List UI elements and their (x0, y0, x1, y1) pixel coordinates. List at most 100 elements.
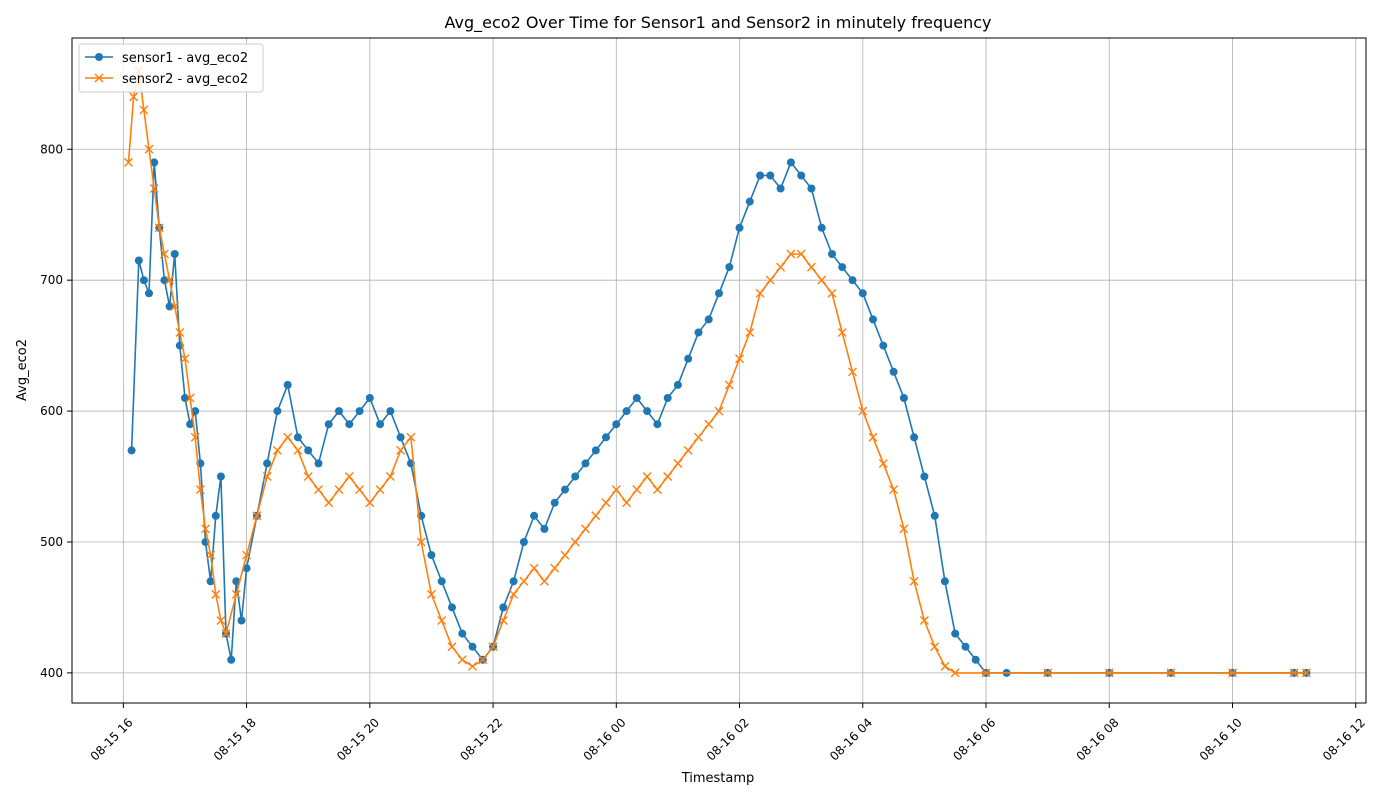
data-point (458, 629, 467, 638)
data-point (858, 289, 867, 298)
data-point (303, 472, 313, 482)
series-2 (123, 66, 1311, 678)
data-point (612, 420, 621, 429)
x-tick-label: 08-15 16 (88, 715, 136, 763)
data-point (940, 661, 950, 671)
data-point (663, 394, 672, 402)
data-point (376, 420, 385, 429)
data-point (448, 603, 456, 612)
data-point (195, 485, 205, 495)
data-point (539, 576, 549, 586)
data-point (416, 537, 426, 547)
data-point (201, 524, 211, 534)
data-point (139, 105, 149, 115)
data-point (663, 472, 673, 482)
series-line (127, 70, 1307, 674)
y-tick-label: 600 (40, 404, 63, 418)
data-point (899, 524, 909, 534)
data-point (540, 524, 549, 533)
data-point (550, 563, 560, 573)
data-point (1104, 668, 1114, 678)
data-point (971, 655, 980, 664)
series-1 (127, 158, 1311, 677)
x-tick-label: 08-16 04 (827, 715, 875, 763)
data-point (766, 171, 775, 180)
data-point (175, 328, 185, 338)
data-point (725, 263, 734, 272)
data-point (509, 577, 518, 586)
data-point (314, 459, 323, 468)
data-point (252, 511, 262, 521)
legend-swatch-marker (94, 73, 104, 83)
data-point (355, 407, 364, 416)
data-point (437, 616, 447, 626)
x-tick-label: 08-16 12 (1320, 715, 1368, 763)
data-point (313, 485, 323, 495)
data-point (899, 394, 908, 402)
data-point (981, 668, 991, 678)
data-point (694, 328, 703, 337)
data-point (185, 393, 195, 403)
data-point (684, 354, 693, 363)
data-point (704, 315, 713, 324)
data-point (144, 144, 154, 154)
data-point (745, 197, 754, 206)
data-point (755, 288, 765, 298)
data-point (134, 256, 143, 265)
data-point (519, 576, 529, 586)
x-tick-label: 08-16 10 (1197, 715, 1245, 763)
data-point (602, 433, 610, 442)
data-point (653, 420, 662, 429)
chart-title: Avg_eco2 Over Time for Sensor1 and Senso… (445, 13, 992, 33)
data-point (591, 511, 601, 521)
data-point (206, 550, 216, 560)
data-point (263, 459, 272, 468)
data-point (170, 301, 180, 311)
data-point (406, 432, 416, 442)
data-point (673, 380, 682, 389)
data-point (211, 589, 221, 599)
data-point (806, 262, 816, 272)
data-point (868, 432, 878, 442)
data-point (272, 445, 282, 455)
data-point (344, 472, 354, 482)
data-point (1227, 668, 1237, 678)
data-point (807, 184, 816, 193)
data-point (591, 446, 600, 455)
data-point (643, 407, 652, 416)
data-point (869, 315, 877, 324)
data-point (909, 576, 919, 586)
data-point (468, 642, 477, 651)
data-point (426, 589, 436, 599)
data-point (221, 629, 231, 639)
data-point (273, 407, 282, 416)
data-point (509, 589, 519, 599)
data-point (149, 184, 159, 194)
y-axis-label: Avg_eco2 (15, 339, 30, 401)
data-point (622, 498, 632, 508)
data-point (335, 407, 343, 416)
x-tick-label: 08-15 22 (457, 715, 505, 763)
data-point (735, 223, 744, 232)
data-point (828, 250, 836, 258)
data-point (324, 498, 334, 508)
data-point (242, 564, 251, 573)
data-point (478, 655, 488, 665)
data-point (848, 276, 857, 285)
data-point (499, 603, 508, 612)
data-point (242, 550, 252, 560)
data-point (488, 642, 498, 652)
data-point (216, 472, 225, 481)
y-tick-label: 700 (40, 273, 63, 287)
data-point (550, 498, 559, 507)
data-point (848, 367, 858, 377)
data-point (457, 655, 467, 665)
data-point (889, 485, 899, 495)
data-point (714, 406, 724, 416)
data-point (345, 420, 354, 429)
data-point (920, 472, 929, 481)
data-point (796, 249, 806, 259)
data-point (878, 458, 888, 468)
